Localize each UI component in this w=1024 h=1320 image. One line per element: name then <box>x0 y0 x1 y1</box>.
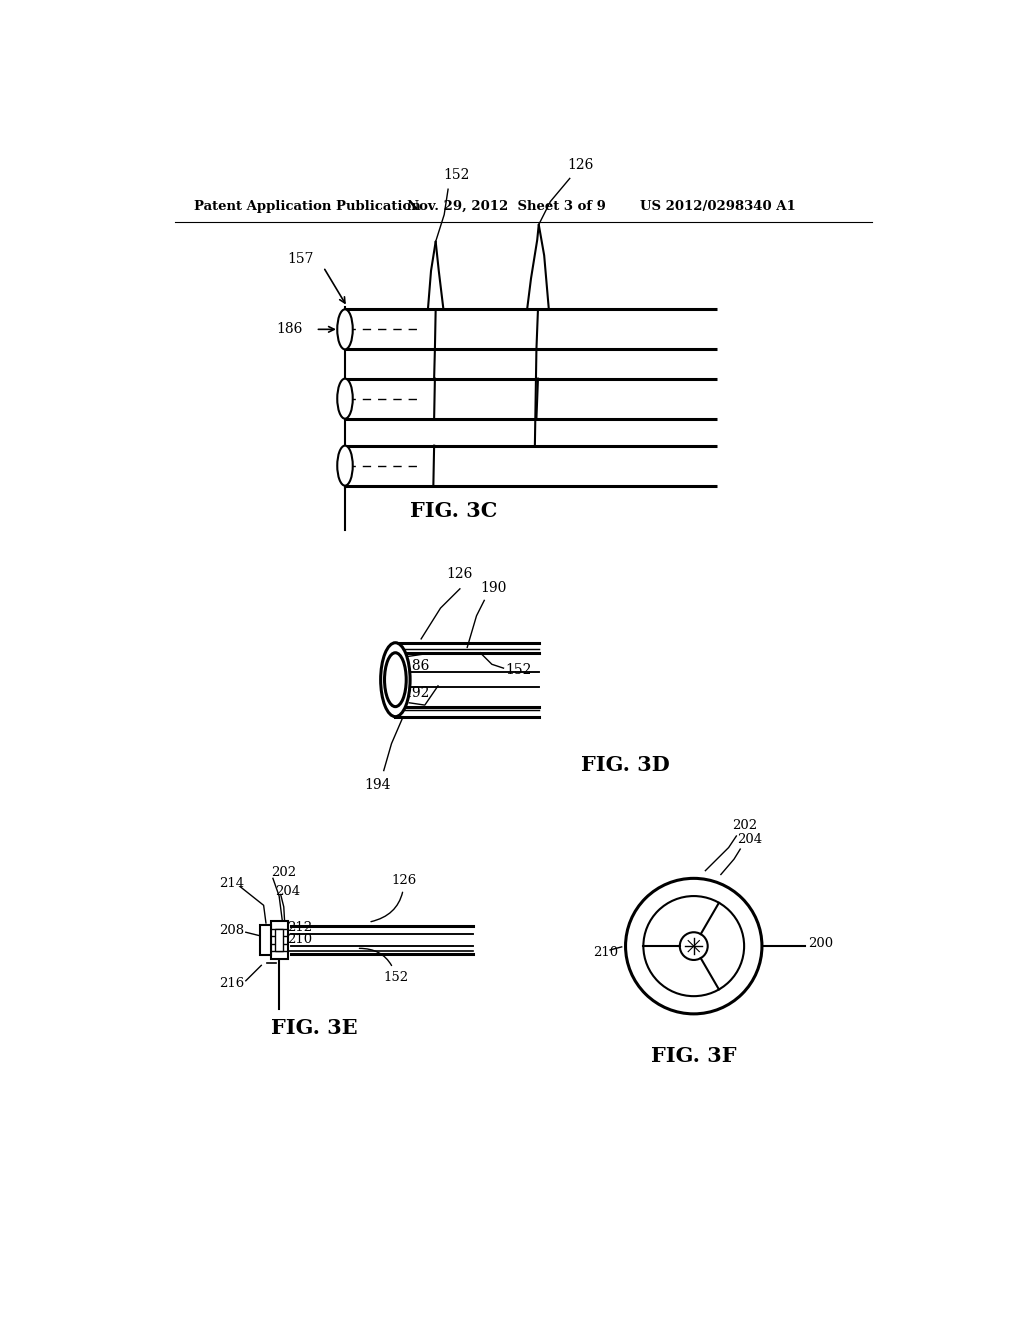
Text: US 2012/0298340 A1: US 2012/0298340 A1 <box>640 199 796 213</box>
Text: 152: 152 <box>505 664 531 677</box>
Bar <box>260 925 270 954</box>
Ellipse shape <box>385 653 407 706</box>
Text: 210: 210 <box>287 933 312 945</box>
Ellipse shape <box>337 309 352 350</box>
Text: FIG. 3F: FIG. 3F <box>651 1047 736 1067</box>
Text: 186: 186 <box>276 322 303 337</box>
Text: FIG. 3E: FIG. 3E <box>270 1019 357 1039</box>
Text: 202: 202 <box>732 820 758 832</box>
Ellipse shape <box>337 446 352 486</box>
Text: FIG. 3C: FIG. 3C <box>410 502 498 521</box>
Text: 202: 202 <box>271 866 297 879</box>
Text: 152: 152 <box>443 168 470 182</box>
Circle shape <box>626 878 762 1014</box>
Text: 210: 210 <box>593 945 618 958</box>
Text: 126: 126 <box>567 158 594 173</box>
Text: 214: 214 <box>219 878 245 890</box>
Bar <box>275 929 283 950</box>
Text: Patent Application Publication: Patent Application Publication <box>194 199 421 213</box>
Text: 186: 186 <box>403 659 429 673</box>
Text: FIG. 3D: FIG. 3D <box>582 755 670 775</box>
Ellipse shape <box>337 379 352 418</box>
Text: 208: 208 <box>219 924 245 937</box>
Text: 194: 194 <box>365 779 391 792</box>
Text: 216: 216 <box>219 977 245 990</box>
Text: 190: 190 <box>480 581 507 595</box>
Text: 157: 157 <box>287 252 313 267</box>
Circle shape <box>643 896 744 997</box>
Text: Nov. 29, 2012  Sheet 3 of 9: Nov. 29, 2012 Sheet 3 of 9 <box>407 199 606 213</box>
Text: 212: 212 <box>287 921 312 935</box>
Text: 204: 204 <box>275 884 300 898</box>
Bar <box>270 921 288 960</box>
Circle shape <box>680 932 708 960</box>
Text: 126: 126 <box>371 874 417 921</box>
Text: 200: 200 <box>809 937 834 950</box>
Text: 204: 204 <box>737 833 762 846</box>
Text: 126: 126 <box>445 568 472 581</box>
Ellipse shape <box>381 643 410 717</box>
Text: 192: 192 <box>403 686 429 701</box>
Text: 152: 152 <box>359 948 409 983</box>
